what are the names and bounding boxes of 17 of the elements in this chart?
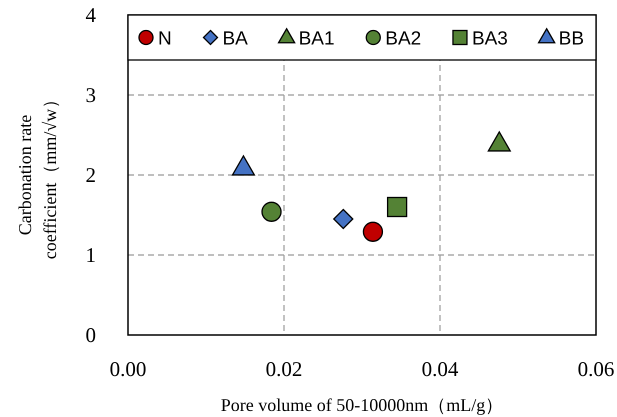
x-tick-label: 0.02 (266, 357, 302, 381)
legend-label: BA2 (385, 28, 422, 50)
legend-label: BA (222, 28, 248, 50)
legend-label: N (158, 28, 172, 50)
x-tick-label: 0.06 (578, 357, 614, 381)
x-axis-title: Pore volume of 50-10000nm（mL/g） (220, 395, 504, 415)
y-tick-label: 1 (86, 243, 96, 267)
legend-label: BA3 (472, 28, 508, 50)
legend-label: BA1 (298, 28, 335, 50)
y-tick-label: 2 (86, 163, 96, 187)
y-tick-label: 3 (86, 83, 96, 107)
y-tick-label: 4 (86, 3, 96, 27)
y-tick-label: 0 (86, 323, 96, 347)
x-tick-label: 0.00 (110, 357, 146, 381)
legend-label: BB (558, 28, 584, 50)
y-axis-title: Carbonation rate coefficient（mm/√w） (15, 90, 60, 260)
x-tick-label: 0.04 (422, 357, 459, 381)
